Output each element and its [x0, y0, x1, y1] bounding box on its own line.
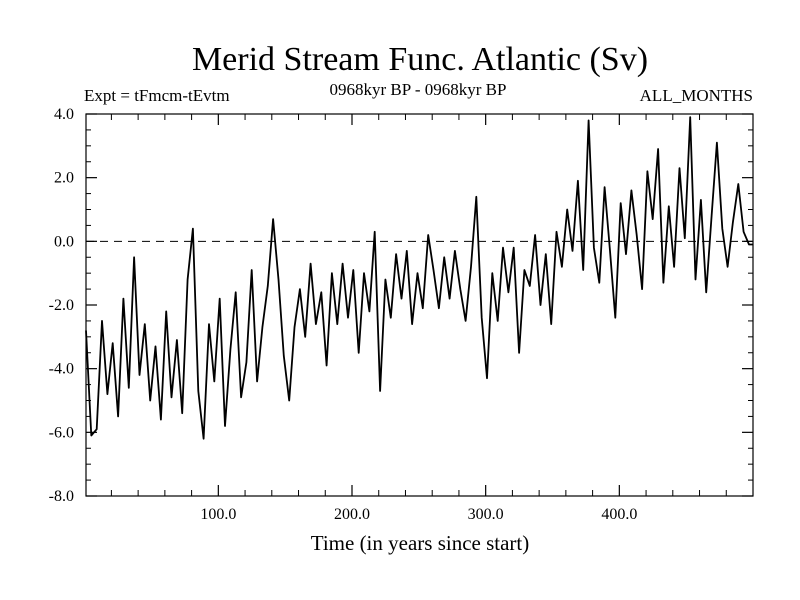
y-tick-label: 2.0 — [54, 170, 74, 187]
chart-title: Merid Stream Func. Atlantic (Sv) — [192, 41, 648, 78]
series-line-amoc — [85, 116, 753, 440]
x-tick-label: 100.0 — [200, 506, 236, 523]
y-tick-label: 4.0 — [54, 106, 74, 123]
x-tick-label: 400.0 — [601, 506, 637, 523]
y-tick-label: -6.0 — [49, 424, 74, 441]
period-label: 0968kyr BP - 0968kyr BP — [330, 80, 507, 99]
y-tick-label: -8.0 — [49, 488, 74, 505]
x-tick-label: 200.0 — [334, 506, 370, 523]
x-tick-label: 300.0 — [468, 506, 504, 523]
experiment-label: Expt = tFmcm-tEvtm — [84, 86, 230, 105]
y-tick-label: -4.0 — [49, 361, 74, 378]
y-tick-label: -2.0 — [49, 297, 74, 314]
plot-area: 100.0 200.0 300.0 400.0 -8.0 -6.0 -4.0 -2.0 0.0 2… — [49, 106, 754, 523]
y-tick-label: 0.0 — [54, 233, 74, 250]
months-label: ALL_MONTHS — [640, 86, 753, 105]
x-axis-label: Time (in years since start) — [311, 531, 530, 555]
